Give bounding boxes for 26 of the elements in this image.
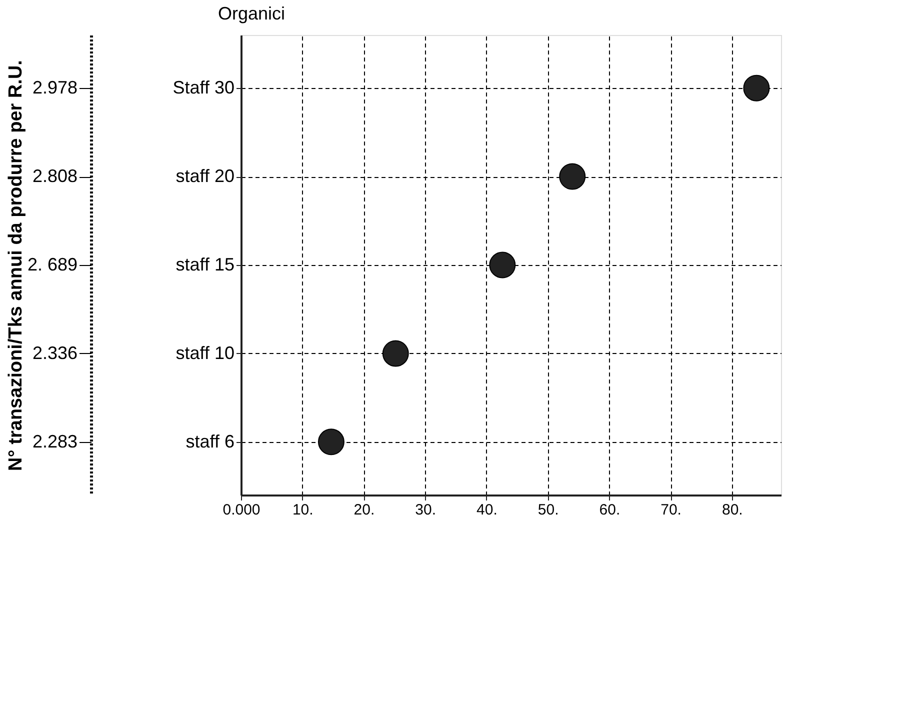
x-tick-label: 60.: [599, 502, 620, 518]
y-axis-title: Organici: [218, 4, 286, 24]
x-tick-label: 80.: [722, 502, 743, 518]
y2-tick-label: 2. 689: [27, 254, 78, 274]
point: [559, 163, 586, 190]
y2-tick-label: 2.978: [32, 78, 78, 98]
point: [743, 74, 770, 102]
point: [318, 428, 344, 456]
y-tick-label: Staff 30: [172, 78, 234, 98]
x-tick-label: 30.: [415, 502, 436, 518]
y2-tick-label: 2.336: [32, 342, 78, 363]
x-tick-label: 10.: [292, 502, 314, 518]
point: [382, 340, 409, 367]
point: [489, 252, 516, 278]
text: N° transazioni/Tks annui da produrre per R.U.: [5, 60, 26, 471]
x-tick-label: 0.000: [222, 502, 260, 518]
y-tick-label: staff 6: [186, 431, 234, 452]
x-tick-label: 70.: [660, 502, 682, 518]
x-tick-label: 20.: [354, 502, 375, 518]
y2-tick-label: 2.808: [32, 166, 78, 186]
y-tick-label: staff 20: [176, 166, 234, 186]
y-tick-label: staff 15: [176, 254, 234, 274]
y2-tick-label: 2.283: [32, 431, 78, 452]
y-tick-label: staff 10: [176, 342, 234, 363]
x-tick-label: 50.: [538, 502, 559, 518]
x-tick-label: 40.: [476, 502, 498, 518]
